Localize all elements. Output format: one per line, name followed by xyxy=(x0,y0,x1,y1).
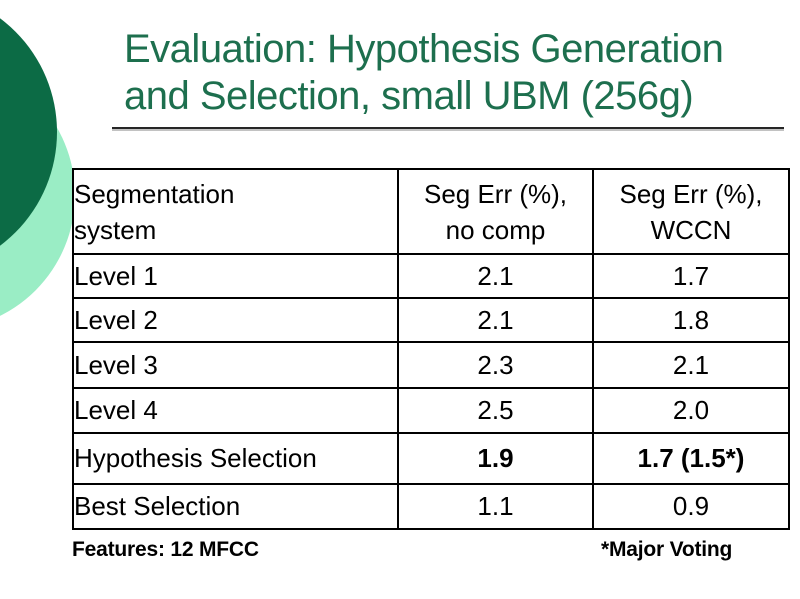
cell-wccn: 1.8 xyxy=(592,297,790,343)
table-row-level-2: Level 2 2.1 1.8 xyxy=(72,297,790,343)
cell-wccn: 2.1 xyxy=(592,341,790,389)
title-underline xyxy=(112,127,784,129)
cell-no-comp: 1.1 xyxy=(397,483,594,530)
cell-system: Hypothesis Selection xyxy=(72,432,399,485)
cell-no-comp: 2.5 xyxy=(397,387,594,434)
table-row-level-1: Level 1 2.1 1.7 xyxy=(72,253,790,299)
slide-title: Evaluation: Hypothesis Generation and Sel… xyxy=(124,26,784,120)
table-header-row: Segmentation system Seg Err (%), no comp… xyxy=(72,168,790,255)
cell-system: Best Selection xyxy=(72,483,399,530)
cell-no-comp: 1.9 xyxy=(397,432,594,485)
cell-no-comp: 2.3 xyxy=(397,341,594,389)
features-note: Features: 12 MFCC xyxy=(72,538,259,561)
header-line: Seg Err (%), xyxy=(423,178,568,209)
cell-system: Level 4 xyxy=(72,387,399,434)
cell-wccn: 1.7 (1.5*) xyxy=(592,432,790,485)
slide-title-line-2: and Selection, small UBM (256g) xyxy=(124,74,694,118)
column-header-segmentation-system: Segmentation system xyxy=(72,168,399,255)
table-row-level-4: Level 4 2.5 2.0 xyxy=(72,387,790,434)
cell-system: Level 1 xyxy=(72,253,399,299)
header-line: Seg Err (%), xyxy=(619,178,763,209)
cell-system: Level 3 xyxy=(72,341,399,389)
cell-system: Level 2 xyxy=(72,297,399,343)
major-voting-note: *Major Voting xyxy=(601,538,733,561)
table-row-hypothesis-selection: Hypothesis Selection 1.9 1.7 (1.5*) xyxy=(72,432,790,485)
header-line: no comp xyxy=(445,214,546,245)
slide-title-line-1: Evaluation: Hypothesis Generation xyxy=(124,27,724,71)
header-line: system xyxy=(74,214,157,245)
cell-wccn: 2.0 xyxy=(592,387,790,434)
header-line: WCCN xyxy=(650,214,732,245)
cell-no-comp: 2.1 xyxy=(397,297,594,343)
table-row-level-3: Level 3 2.3 2.1 xyxy=(72,341,790,389)
cell-no-comp: 2.1 xyxy=(397,253,594,299)
cell-wccn: 0.9 xyxy=(592,483,790,530)
column-header-seg-err-no-comp: Seg Err (%), no comp xyxy=(397,168,594,255)
cell-wccn: 1.7 xyxy=(592,253,790,299)
header-line: Segmentation xyxy=(74,178,235,209)
column-header-seg-err-wccn: Seg Err (%), WCCN xyxy=(592,168,790,255)
results-table: Segmentation system Seg Err (%), no comp… xyxy=(72,168,790,530)
table-row-best-selection: Best Selection 1.1 0.9 xyxy=(72,483,790,530)
